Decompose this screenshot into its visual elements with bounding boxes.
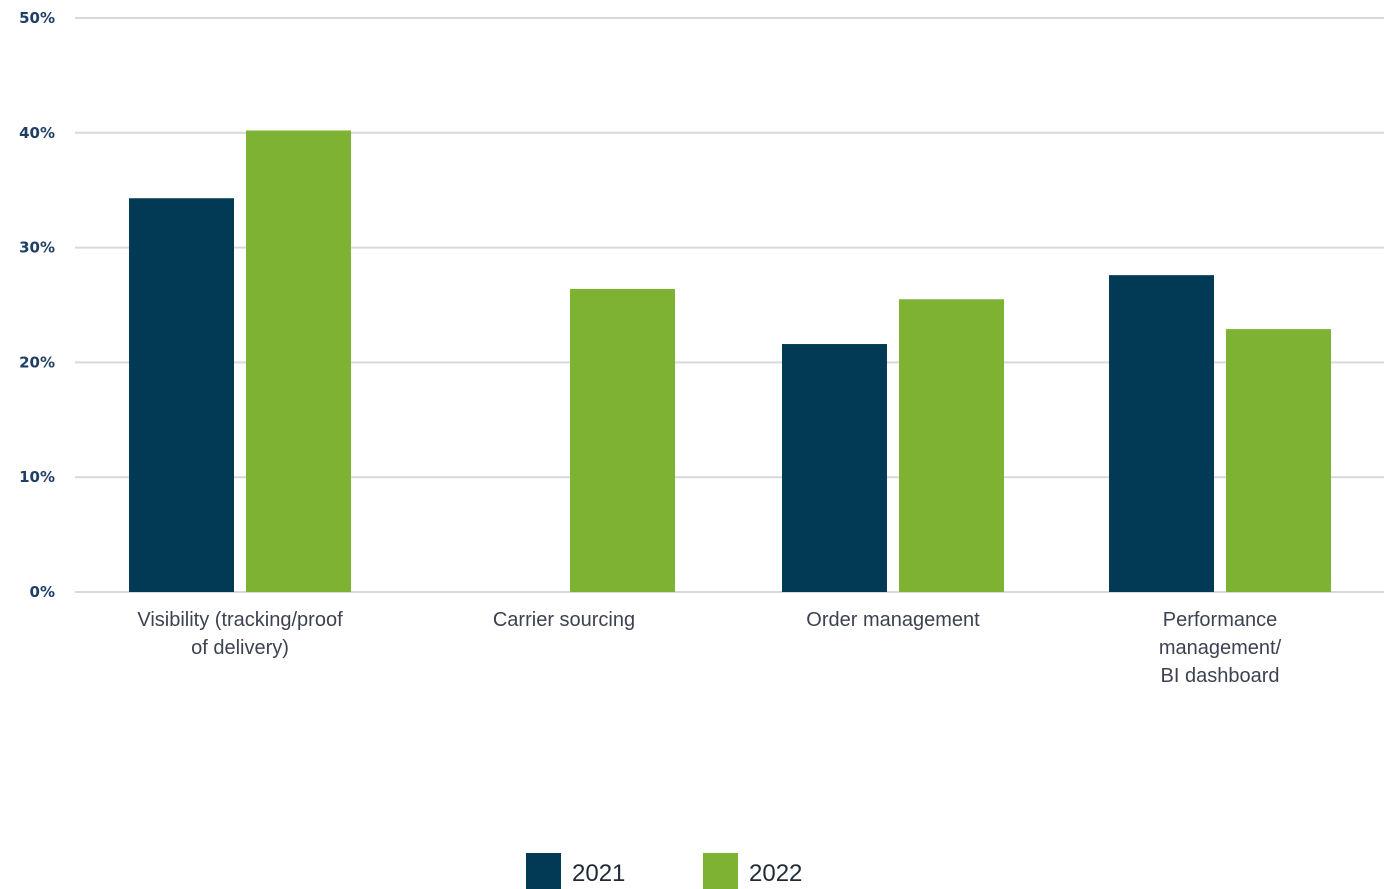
bars <box>129 130 1331 592</box>
x-category-label: of delivery) <box>191 637 289 659</box>
bar-2021 <box>129 198 234 592</box>
y-tick-label: 40% <box>19 124 55 142</box>
x-category-label: Order management <box>806 609 980 631</box>
legend-label-2022: 2022 <box>749 860 802 887</box>
y-tick-label: 50% <box>19 9 55 27</box>
x-category-label: Carrier sourcing <box>493 609 635 631</box>
legend-swatch-2022 <box>703 853 738 889</box>
x-category-label: Visibility (tracking/proof <box>137 609 343 631</box>
y-tick-label: 0% <box>30 583 55 601</box>
bar-2022 <box>899 299 1004 592</box>
y-tick-label: 20% <box>19 353 55 371</box>
legend-swatch-2021 <box>526 853 561 889</box>
bar-2022 <box>570 288 675 592</box>
x-category-label: Performance <box>1163 609 1278 631</box>
legend: 2021 2022 <box>526 853 802 889</box>
bar-2021 <box>782 344 887 592</box>
x-axis-labels: Visibility (tracking/proof of delivery) Ca… <box>137 609 1281 687</box>
legend-label-2021: 2021 <box>572 860 625 887</box>
x-category-label: management/ <box>1159 637 1282 659</box>
y-tick-label: 30% <box>19 239 55 257</box>
y-tick-label: 10% <box>19 468 55 486</box>
y-axis-ticks: 0% 10% 20% 30% 40% 50% <box>19 9 55 601</box>
bar-2022 <box>1226 329 1331 592</box>
bar-2022 <box>246 130 351 592</box>
x-category-label: BI dashboard <box>1161 665 1280 687</box>
bar-2021 <box>1109 275 1214 592</box>
